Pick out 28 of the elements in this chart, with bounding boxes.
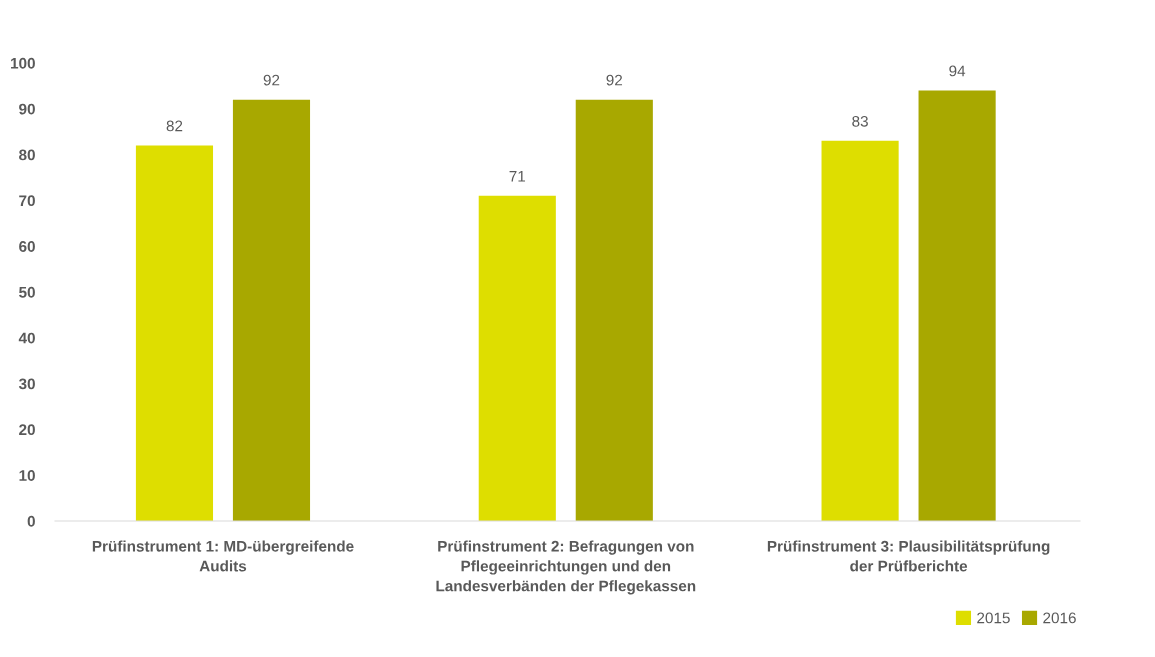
y-tick-label: 80 — [19, 149, 35, 161]
data-label: 83 — [852, 115, 868, 127]
legend-label: 2016 — [1043, 612, 1076, 624]
y-tick-label: 20 — [19, 424, 35, 436]
legend-label: 2015 — [977, 612, 1010, 624]
y-tick-label: 100 — [11, 57, 35, 69]
bar — [918, 90, 996, 521]
x-tick-label: Prüfinstrument 1: MD-übergreifende Audits — [92, 540, 354, 572]
data-label: 82 — [166, 120, 183, 132]
bar — [478, 195, 556, 521]
x-tick-label: Prüfinstrument 3: Plausibilitätsprüfung der Prüfberichte — [767, 540, 1050, 572]
y-tick-label: 30 — [18, 378, 35, 390]
y-tick-label: 60 — [19, 241, 35, 252]
y-tick-label: 50 — [19, 286, 35, 298]
y-tick-label: 40 — [18, 332, 35, 344]
y-tick-label: 0 — [27, 515, 35, 527]
data-label: 92 — [263, 74, 280, 86]
y-tick-label: 90 — [19, 103, 35, 115]
bar — [575, 99, 653, 521]
data-label: 71 — [509, 171, 526, 182]
y-tick-label: 10 — [19, 470, 35, 481]
bar — [232, 99, 311, 521]
data-label: 94 — [949, 65, 966, 77]
x-tick-label: Prüfinstrument 2: Befragungen von Pflegeeinrichtungen und den Landesverbänden der Pflegekassen — [436, 540, 696, 595]
bar — [821, 140, 899, 521]
data-label: 92 — [606, 74, 623, 86]
bar — [135, 145, 214, 521]
y-tick-label: 70 — [19, 195, 35, 207]
